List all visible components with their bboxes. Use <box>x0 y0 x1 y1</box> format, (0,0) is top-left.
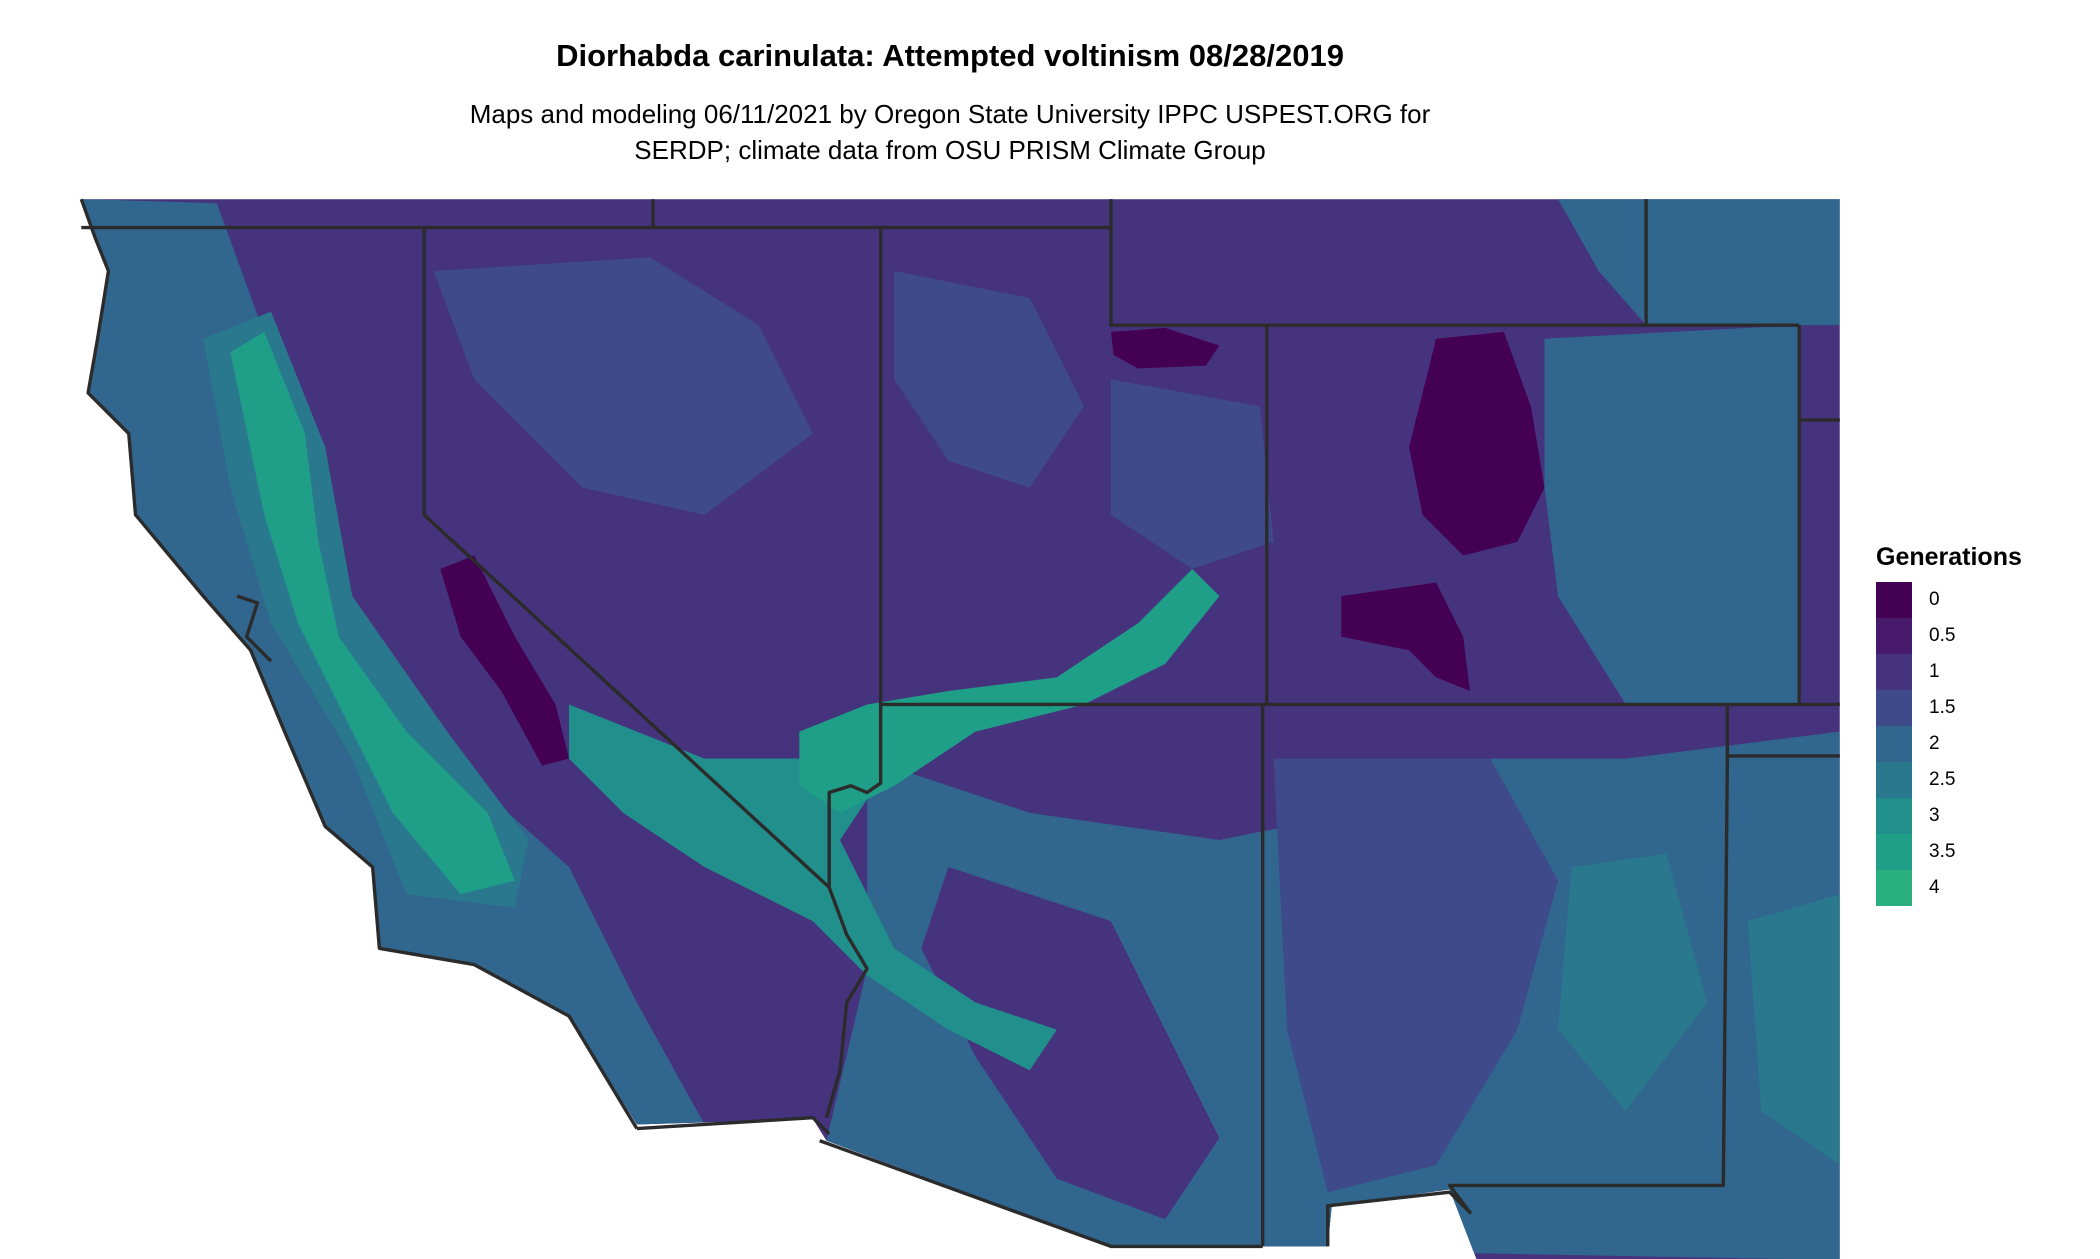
legend-label: 1.5 <box>1929 697 1956 718</box>
zone-level-2-plains-north <box>1558 199 1840 326</box>
zone-level-1-5-colorado-west <box>1110 379 1274 570</box>
subtitle-line-1: Maps and modeling 06/11/2021 by Oregon S… <box>469 99 1431 129</box>
border-utah-wyoming <box>1109 199 1800 327</box>
border-new-mexico-texas <box>1326 755 1730 1247</box>
legend-swatch <box>1876 582 1912 618</box>
legend-item: 3.5 <box>1876 834 2022 870</box>
island-santa-cruz <box>392 978 468 1003</box>
zone-level-1-5-arizona <box>921 867 1220 1220</box>
generation-raster <box>81 199 1840 1259</box>
legend-item: 3 <box>1876 798 2022 834</box>
legend-item: 0 <box>1876 582 2022 618</box>
map-subtitle: Maps and modeling 06/11/2021 by Oregon S… <box>0 96 1900 168</box>
border-mexico-california <box>636 1116 831 1136</box>
zone-level-2-plains <box>1544 325 1800 705</box>
border-nevada-utah <box>827 227 883 888</box>
legend-item: 1 <box>1876 654 2022 690</box>
zone-level-1-5-utah <box>894 270 1084 488</box>
legend-swatch <box>1876 762 1912 798</box>
zone-level-0-wyoming <box>1110 327 1220 369</box>
legend-item: 0.5 <box>1876 618 2022 654</box>
map-title: Diorhabda carinulata: Attempted voltinis… <box>556 38 1344 73</box>
legend-label: 3 <box>1929 805 1940 826</box>
legend-swatch <box>1876 690 1912 726</box>
zone-level-3-5-colorado-river <box>799 569 1220 813</box>
border-mexico-arizona <box>819 1139 1263 1249</box>
legend-label: 4 <box>1929 877 1940 898</box>
zone-level-0-rockies-north <box>1409 331 1545 556</box>
legend-swatch <box>1876 870 1912 906</box>
coastline-california <box>79 198 639 1130</box>
legend-item: 2.5 <box>1876 762 2022 798</box>
legend: Generations 0 0.5 1 1.5 2 2.5 3 3.5 4 <box>1876 543 2022 906</box>
legend-item: 4 <box>1876 870 2022 906</box>
legend-label: 3.5 <box>1929 841 1956 862</box>
zone-level-0-rockies-south <box>1341 582 1470 691</box>
legend-title: Generations <box>1876 543 2022 571</box>
zone-level-0-sierra <box>440 555 570 766</box>
legend-label: 2.5 <box>1929 769 1956 790</box>
legend-swatch <box>1876 726 1912 762</box>
zone-level-2-5-southeast <box>1747 894 1840 1166</box>
zone-level-1-5-newmexico <box>1273 758 1559 1193</box>
legend-item: 2 <box>1876 726 2022 762</box>
san-francisco-bay <box>236 594 273 663</box>
island-catalina <box>531 1043 556 1064</box>
legend-label: 2 <box>1929 733 1940 754</box>
border-california-nevada <box>422 227 869 1119</box>
zone-level-3-mojave <box>569 704 1057 1071</box>
legend-swatch <box>1876 654 1912 690</box>
zone-level-3-5-central-valley <box>230 331 515 895</box>
subtitle-line-2: SERDP; climate data from OSU PRISM Clima… <box>634 135 1266 165</box>
legend-item: 1.5 <box>1876 690 2022 726</box>
legend-swatch <box>1876 834 1912 870</box>
legend-swatch <box>1876 618 1912 654</box>
zone-level-2-southeast <box>1558 853 1708 1111</box>
state-borders <box>79 198 1840 1249</box>
legend-label: 0 <box>1929 589 1940 610</box>
legend-label: 1 <box>1929 661 1940 682</box>
legend-label: 0.5 <box>1929 625 1956 646</box>
zone-level-1-5-nevada <box>433 257 813 515</box>
legend-swatch <box>1876 798 1912 834</box>
